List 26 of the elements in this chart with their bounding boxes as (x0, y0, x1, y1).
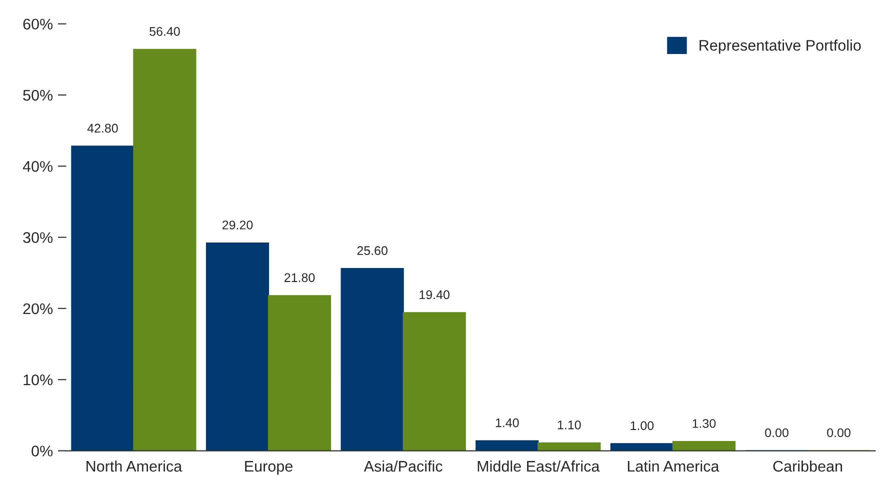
data-label: 1.10 (558, 420, 581, 430)
x-tick-label: Europe (245, 461, 292, 475)
x-tick-label: Caribbean (773, 460, 842, 472)
data-label: 1.30 (692, 419, 716, 428)
data-label: 0.00 (765, 428, 788, 438)
data-label: 29.20 (222, 220, 253, 230)
data-label: 25.60 (357, 246, 388, 256)
data-label: 19.40 (420, 290, 450, 300)
x-tick-label: Latin America (628, 460, 720, 472)
data-label: 1.40 (496, 418, 519, 428)
y-tick-label: 60% (23, 18, 53, 30)
y-tick-label: 10% (24, 374, 53, 386)
x-tick-label: Middle East/Africa (478, 460, 600, 472)
data-label: 21.80 (284, 273, 315, 282)
data-label: 0.00 (827, 428, 850, 438)
legend-label: Representative Portfolio (700, 40, 861, 54)
y-tick-label: 20% (23, 303, 53, 314)
y-tick-label: 50% (23, 90, 53, 101)
x-tick-label: Asia/Pacific (364, 460, 442, 472)
y-tick-label: 40% (22, 161, 53, 172)
data-label: 56.40 (150, 27, 180, 36)
y-tick-label: 30% (23, 232, 53, 243)
x-tick-label: North America (86, 460, 182, 472)
data-label: 1.00 (630, 421, 654, 430)
data-label: 42.80 (87, 124, 118, 133)
y-tick-label: 0% (32, 446, 53, 456)
